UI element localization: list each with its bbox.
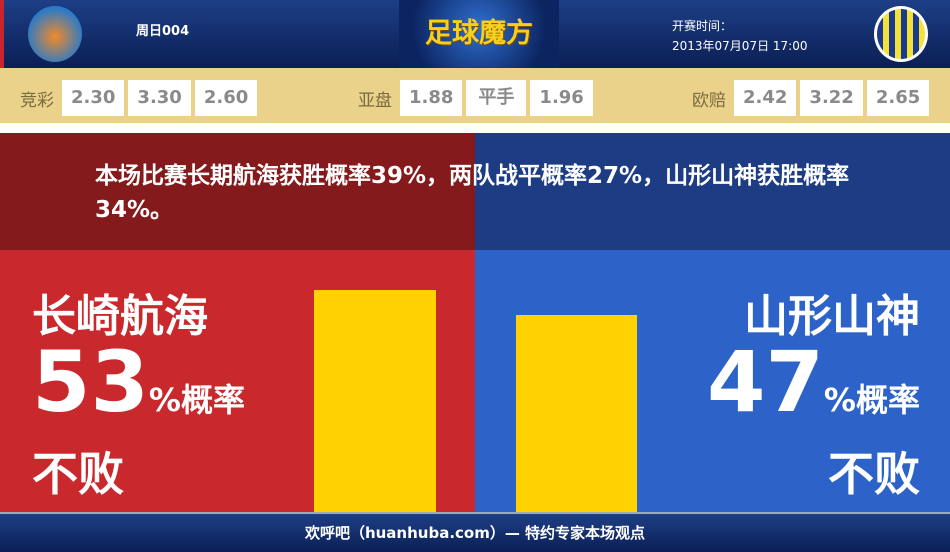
odds-bar: 竞彩 2.30 3.30 2.60 亚盘 1.88 平手 1.96 欧赔 2.4… [0, 68, 950, 128]
odds-value: 2.42 [734, 80, 797, 116]
kickoff-time: 2013年07月07日 17:00 [672, 39, 808, 53]
away-percent-suffix: %概率 [823, 381, 920, 419]
home-team-name: 长崎航海 [32, 291, 208, 342]
away-outcome: 不败 [828, 447, 920, 501]
away-team-logo [874, 6, 928, 62]
odds-jingcai: 竞彩 2.30 3.30 2.60 [20, 80, 258, 116]
match-number: 周日004 [136, 24, 190, 39]
odds-asian: 亚盘 1.88 平手 1.96 [358, 80, 593, 116]
odds-value: 2.65 [866, 80, 930, 116]
footer: 欢呼吧（huanhuba.com）— 特约专家本场观点 [0, 512, 950, 552]
odds-value: 2.60 [194, 80, 258, 116]
odds-value: 平手 [466, 80, 527, 116]
odds-value: 3.30 [128, 80, 191, 116]
odds-value: 1.96 [530, 80, 593, 116]
away-percent-value: 47 [707, 333, 824, 431]
away-percent: 47%概率 [707, 332, 920, 450]
odds-value: 3.22 [800, 80, 863, 116]
away-bar [516, 315, 637, 512]
home-outcome: 不败 [32, 447, 124, 501]
home-percent: 53%概率 [32, 332, 245, 450]
kickoff-info: 开赛时间： 2013年07月07日 17:00 [672, 16, 807, 56]
summary-text: 本场比赛长期航海获胜概率39%，两队战平概率27%，山形山神获胜概率34%。 [95, 163, 850, 223]
odds-value: 1.88 [400, 80, 463, 116]
home-bar [314, 290, 436, 512]
home-team-logo [28, 6, 82, 62]
home-panel: 长崎航海 53%概率 不败 [0, 250, 475, 512]
odds-value: 2.30 [62, 80, 125, 116]
home-percent-value: 53 [32, 333, 149, 431]
home-percent-suffix: %概率 [148, 381, 245, 419]
odds-label: 竞彩 [20, 90, 54, 111]
prediction-summary: 本场比赛长期航海获胜概率39%，两队战平概率27%，山形山神获胜概率34%。 [0, 133, 950, 250]
kickoff-label: 开赛时间： [672, 19, 733, 33]
brand-logo: 足球魔方 [399, 0, 559, 68]
match-header: 周日004 足球魔方 开赛时间： 2013年07月07日 17:00 [0, 0, 950, 68]
away-panel: 山形山神 47%概率 不败 [475, 250, 950, 512]
odds-label: 欧赔 [692, 90, 726, 111]
odds-european: 欧赔 2.42 3.22 2.65 [692, 80, 930, 116]
away-team-name: 山形山神 [744, 291, 920, 342]
odds-label: 亚盘 [358, 90, 392, 111]
